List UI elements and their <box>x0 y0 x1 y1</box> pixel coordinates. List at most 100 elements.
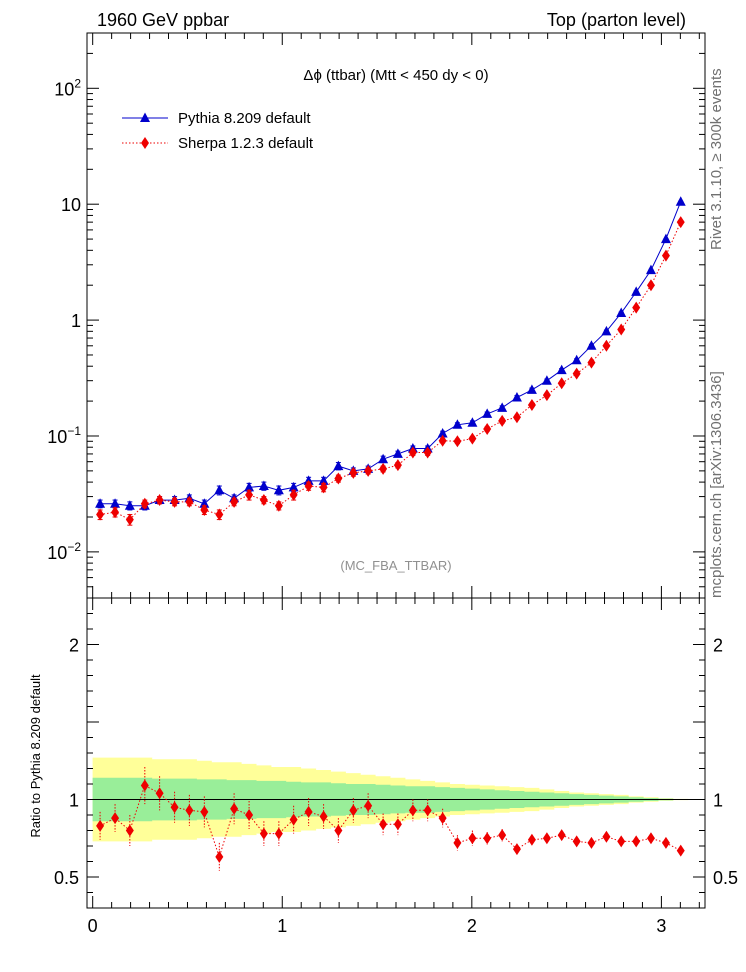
ratio-point-sherpa <box>512 843 521 856</box>
ratio-point-sherpa <box>572 835 581 848</box>
main-point-sherpa <box>557 377 566 390</box>
legend-entry-sherpa: Sherpa 1.2.3 default <box>178 135 314 152</box>
main-point-sherpa <box>140 497 149 510</box>
main-point-pythia <box>601 325 612 336</box>
ratio-series-line-sherpa <box>99 784 681 859</box>
ratio-y-tick-label-right: 1 <box>713 791 723 811</box>
main-point-sherpa <box>453 435 462 448</box>
main-point-pythia <box>288 481 299 492</box>
main-point-pythia <box>452 419 463 429</box>
ratio-point-sherpa <box>304 805 313 818</box>
ratio-point-sherpa <box>602 830 611 843</box>
ratio-point-sherpa <box>140 779 149 792</box>
ratio-point-sherpa <box>349 804 358 817</box>
main-point-sherpa <box>572 367 581 380</box>
main-point-pythia <box>124 500 135 510</box>
main-series-line-pythia <box>100 201 682 507</box>
main-point-pythia <box>378 453 389 464</box>
main-point-sherpa <box>542 389 551 402</box>
ratio-point-sherpa <box>617 835 626 848</box>
mcplots-side-label: mcplots.cern.ch [arXiv:1306.3436] <box>708 371 725 598</box>
main-point-sherpa <box>245 488 254 501</box>
text-layer: 1960 GeV ppbar Top (parton level) Δϕ (tt… <box>28 10 738 936</box>
main-point-sherpa <box>379 462 388 475</box>
main-point-pythia <box>586 340 597 350</box>
ratio-point-sherpa <box>289 813 298 826</box>
frame-layer <box>86 32 706 909</box>
x-tick-label: 3 <box>656 916 666 936</box>
ratio-point-sherpa <box>245 809 254 821</box>
main-point-pythia <box>273 484 284 495</box>
ratio-point-sherpa <box>632 835 641 848</box>
main-point-sherpa <box>259 494 268 507</box>
main-point-pythia <box>214 484 225 495</box>
main-point-sherpa <box>334 472 343 485</box>
main-point-pythia <box>437 428 448 438</box>
main-point-sherpa <box>319 481 328 494</box>
x-tick-label: 0 <box>88 916 98 936</box>
main-point-sherpa <box>230 495 239 508</box>
main-y-tick-label: 10−2 <box>47 540 81 563</box>
main-point-sherpa <box>289 488 298 501</box>
ratio-y-tick-label: 1 <box>69 791 79 811</box>
ratio-y-axis-label: Ratio to Pythia 8.209 default <box>28 674 43 838</box>
ratio-plot-frame <box>86 597 706 909</box>
ratio-point-sherpa <box>661 836 670 849</box>
main-point-sherpa <box>661 249 670 262</box>
rivet-side-label: Rivet 3.1.10, ≥ 300k events <box>708 68 725 250</box>
legend-marker-sherpa <box>141 137 149 149</box>
main-point-sherpa <box>349 466 358 479</box>
ratio-point-sherpa <box>468 832 477 845</box>
ratio-point-sherpa <box>96 819 105 832</box>
main-point-sherpa <box>527 399 536 412</box>
main-point-sherpa <box>512 411 521 424</box>
main-point-sherpa <box>274 499 283 512</box>
main-point-pythia <box>526 384 537 394</box>
ratio-y-tick-label: 2 <box>69 636 79 656</box>
ratio-point-sherpa <box>542 832 551 845</box>
main-point-sherpa <box>423 446 432 459</box>
main-point-sherpa <box>200 503 209 516</box>
main-point-sherpa <box>632 301 641 314</box>
main-point-sherpa <box>304 480 313 493</box>
main-point-pythia <box>571 354 582 365</box>
x-tick-label: 2 <box>467 916 477 936</box>
main-point-pythia <box>482 408 493 418</box>
ratio-point-sherpa <box>423 804 432 817</box>
main-point-sherpa <box>438 434 447 447</box>
ratio-point-sherpa <box>557 829 566 842</box>
main-point-pythia <box>333 460 344 471</box>
ratio-point-sherpa <box>498 829 507 842</box>
main-point-sherpa <box>215 508 224 521</box>
main-point-sherpa <box>408 446 417 459</box>
main-point-pythia <box>392 448 403 458</box>
main-series-line-sherpa <box>100 221 682 521</box>
main-point-pythia <box>258 480 269 491</box>
ratio-y-tick-label: 0.5 <box>54 868 79 888</box>
ratio-point-sherpa <box>334 824 343 837</box>
ratio-point-sherpa <box>230 802 239 815</box>
main-point-sherpa <box>185 495 194 508</box>
ratio-point-sherpa <box>453 836 462 849</box>
ratio-point-sherpa <box>527 833 536 846</box>
x-tick-label: 1 <box>277 916 287 936</box>
ratio-point-sherpa <box>587 836 596 849</box>
main-point-pythia <box>616 307 627 318</box>
main-y-tick-label: 10−1 <box>47 424 81 447</box>
ratio-point-sherpa <box>676 844 685 857</box>
main-point-sherpa <box>155 494 164 507</box>
legend-marker-pythia <box>140 112 150 122</box>
ratio-point-sherpa <box>393 818 402 831</box>
main-point-pythia <box>95 498 106 508</box>
ratio-point-sherpa <box>111 812 120 825</box>
ratio-point-sherpa <box>379 818 388 831</box>
data-layer <box>95 112 686 871</box>
main-point-pythia <box>511 391 522 402</box>
main-point-sherpa <box>602 339 611 352</box>
ratio-point-sherpa <box>483 832 492 845</box>
main-point-sherpa <box>393 459 402 472</box>
main-point-pythia <box>244 481 255 492</box>
main-point-sherpa <box>96 508 105 521</box>
main-point-sherpa <box>646 279 655 292</box>
